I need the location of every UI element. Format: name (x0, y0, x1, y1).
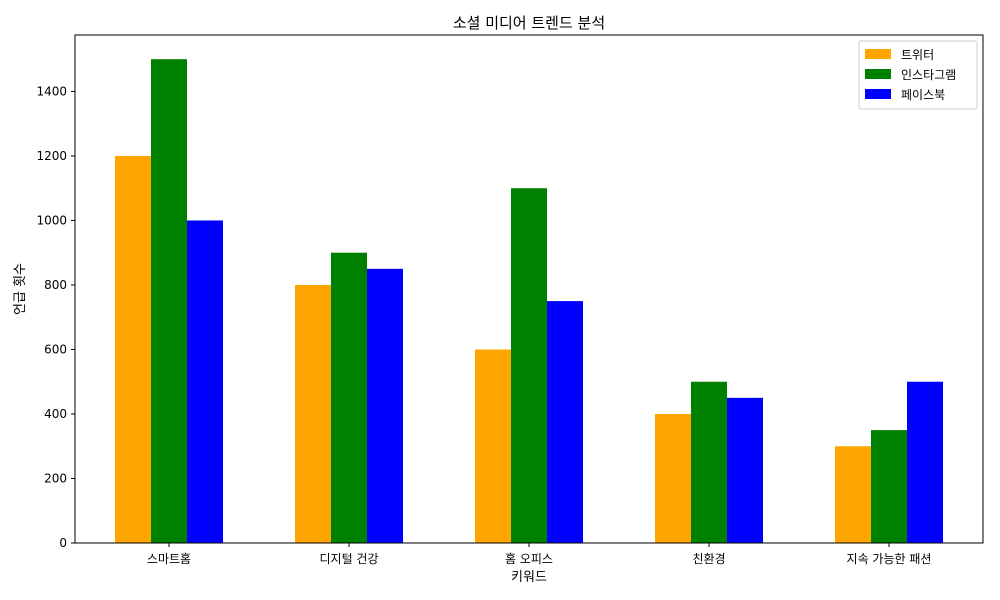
bar-2-2 (331, 252, 367, 543)
x-tick-label: 친환경 (692, 552, 725, 566)
bar-1-3 (475, 349, 511, 543)
bar-3-3 (547, 301, 583, 543)
bar-1-4 (655, 413, 691, 543)
x-tick-label: 디지털 건강 (319, 552, 378, 566)
y-axis-label: 언급 횟수 (13, 263, 28, 315)
plot-frame (74, 34, 984, 544)
bar-3-5 (907, 381, 943, 543)
legend-label: 트위터 (901, 48, 934, 62)
x-axis-label: 키워드 (511, 570, 547, 585)
bar-3-2 (367, 268, 403, 543)
legend-label: 페이스북 (901, 88, 945, 102)
x-tick-label: 지속 가능한 패션 (847, 552, 932, 566)
ticks-layer: 0 200 400 600 800 1000 1200 1400 스마트홈 디지털 건강 홈 오피스… (36, 84, 931, 566)
bar-2-5 (871, 430, 907, 543)
legend-swatch (865, 49, 891, 59)
y-tick-label: 600 (44, 342, 67, 356)
y-tick-label: 1200 (36, 149, 67, 163)
bar-2-4 (691, 381, 727, 543)
y-tick-label: 1000 (36, 213, 67, 227)
bars-layer (115, 59, 943, 543)
y-tick-label: 400 (44, 407, 67, 421)
bar-1-1 (115, 155, 151, 543)
bar-1-2 (295, 284, 331, 543)
legend-label: 인스타그램 (901, 68, 956, 82)
y-tick-label: 200 (44, 471, 67, 485)
bar-1-5 (835, 446, 871, 543)
bar-2-1 (151, 59, 187, 543)
bar-3-4 (727, 397, 763, 543)
y-tick-label: 1400 (36, 84, 67, 98)
legend-swatch (865, 69, 891, 79)
x-tick-label: 스마트홈 (147, 552, 191, 566)
chart-title: 소셜 미디어 트렌드 분석 (453, 14, 605, 32)
legend-swatch (865, 89, 891, 99)
bar-3-1 (187, 220, 223, 543)
bar-2-3 (511, 188, 547, 543)
y-tick-label: 800 (44, 278, 67, 292)
x-tick-label: 홈 오피스 (505, 552, 553, 566)
y-tick-label: 0 (59, 536, 67, 550)
